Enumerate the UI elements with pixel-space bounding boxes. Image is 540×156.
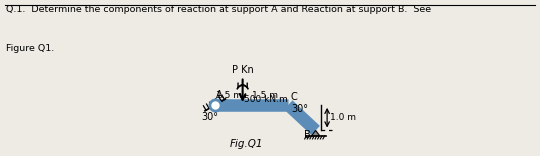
Text: B: B <box>304 129 310 139</box>
Text: Q.1.  Determine the components of reaction at support A and Reaction at support : Q.1. Determine the components of reactio… <box>6 5 431 14</box>
Text: Fig.Q1: Fig.Q1 <box>230 139 263 149</box>
Text: 500 kN.m: 500 kN.m <box>244 95 288 103</box>
Text: P Kn: P Kn <box>232 65 253 75</box>
Polygon shape <box>312 130 320 136</box>
Text: 1.5 m: 1.5 m <box>252 91 279 100</box>
Text: C: C <box>291 92 297 102</box>
Text: 30°: 30° <box>292 104 308 114</box>
Text: Figure Q1.: Figure Q1. <box>6 44 55 53</box>
Text: 1.5 m: 1.5 m <box>216 91 242 100</box>
Text: 1.0 m: 1.0 m <box>330 113 356 122</box>
Text: 30°: 30° <box>201 112 218 122</box>
Text: A: A <box>216 90 223 100</box>
